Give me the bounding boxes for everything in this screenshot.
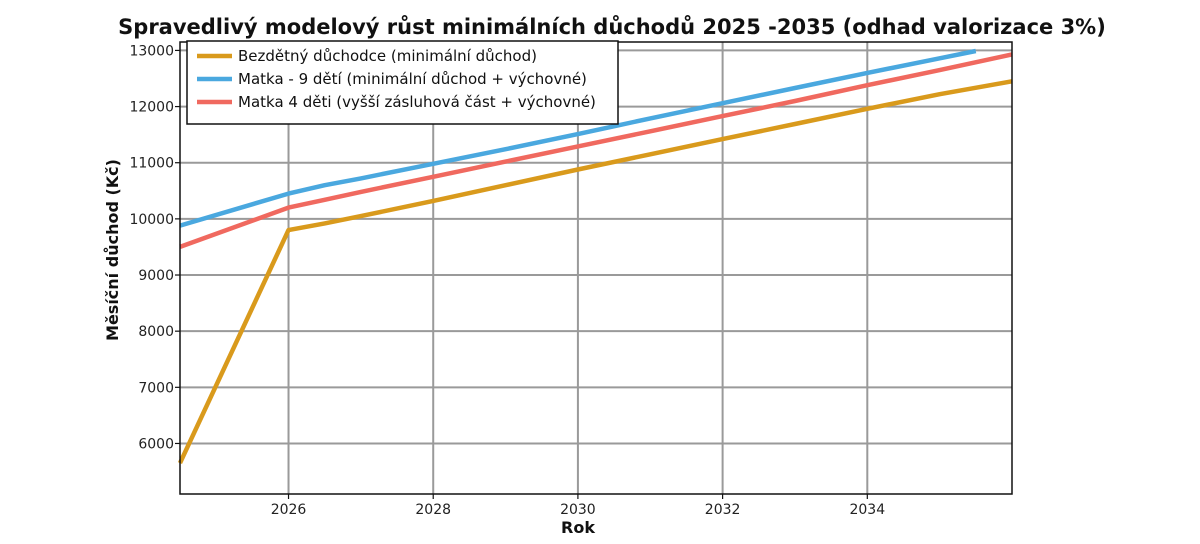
x-tick-label: 2028 xyxy=(415,502,451,518)
series-line-2 xyxy=(179,52,1013,250)
series-line-1 xyxy=(179,48,977,228)
y-tick-label: 7000 xyxy=(138,380,174,396)
y-tick-label: 12000 xyxy=(129,100,174,116)
x-tick-label: 2034 xyxy=(849,502,885,518)
x-tick-label: 2032 xyxy=(705,502,741,518)
y-tick-label: 11000 xyxy=(129,156,174,172)
x-tick-label: 2026 xyxy=(271,502,307,518)
y-tick-label: 8000 xyxy=(138,324,174,340)
series-line-0 xyxy=(177,79,1013,465)
chart-title: Spravedlivý modelový růst minimálních dů… xyxy=(118,15,1106,39)
y-tick-label: 6000 xyxy=(138,436,174,452)
y-tick-label: 10000 xyxy=(129,212,174,228)
legend: Bezdětný důchodce (minimální důchod) Matk… xyxy=(186,40,619,125)
x-axis-ticks: 2026 2028 2030 2032 2034 xyxy=(271,494,885,518)
legend-label-1: Matka - 9 dětí (minimální důchod + výcho… xyxy=(238,70,587,88)
y-axis-label: Měsíční důchod (Kč) xyxy=(103,159,122,341)
y-tick-label: 9000 xyxy=(138,268,174,284)
legend-label-2: Matka 4 děti (vyšší zásluhová část + výc… xyxy=(238,93,596,111)
legend-label-0: Bezdětný důchodce (minimální důchod) xyxy=(238,47,537,65)
plot-lines xyxy=(177,48,1013,465)
x-axis-label: Rok xyxy=(561,518,595,537)
legend-box xyxy=(186,40,619,125)
x-tick-label: 2030 xyxy=(560,502,596,518)
y-axis-ticks: 6000 7000 8000 9000 10000 11000 12000 13000 xyxy=(129,43,180,452)
y-tick-label: 13000 xyxy=(129,43,174,59)
